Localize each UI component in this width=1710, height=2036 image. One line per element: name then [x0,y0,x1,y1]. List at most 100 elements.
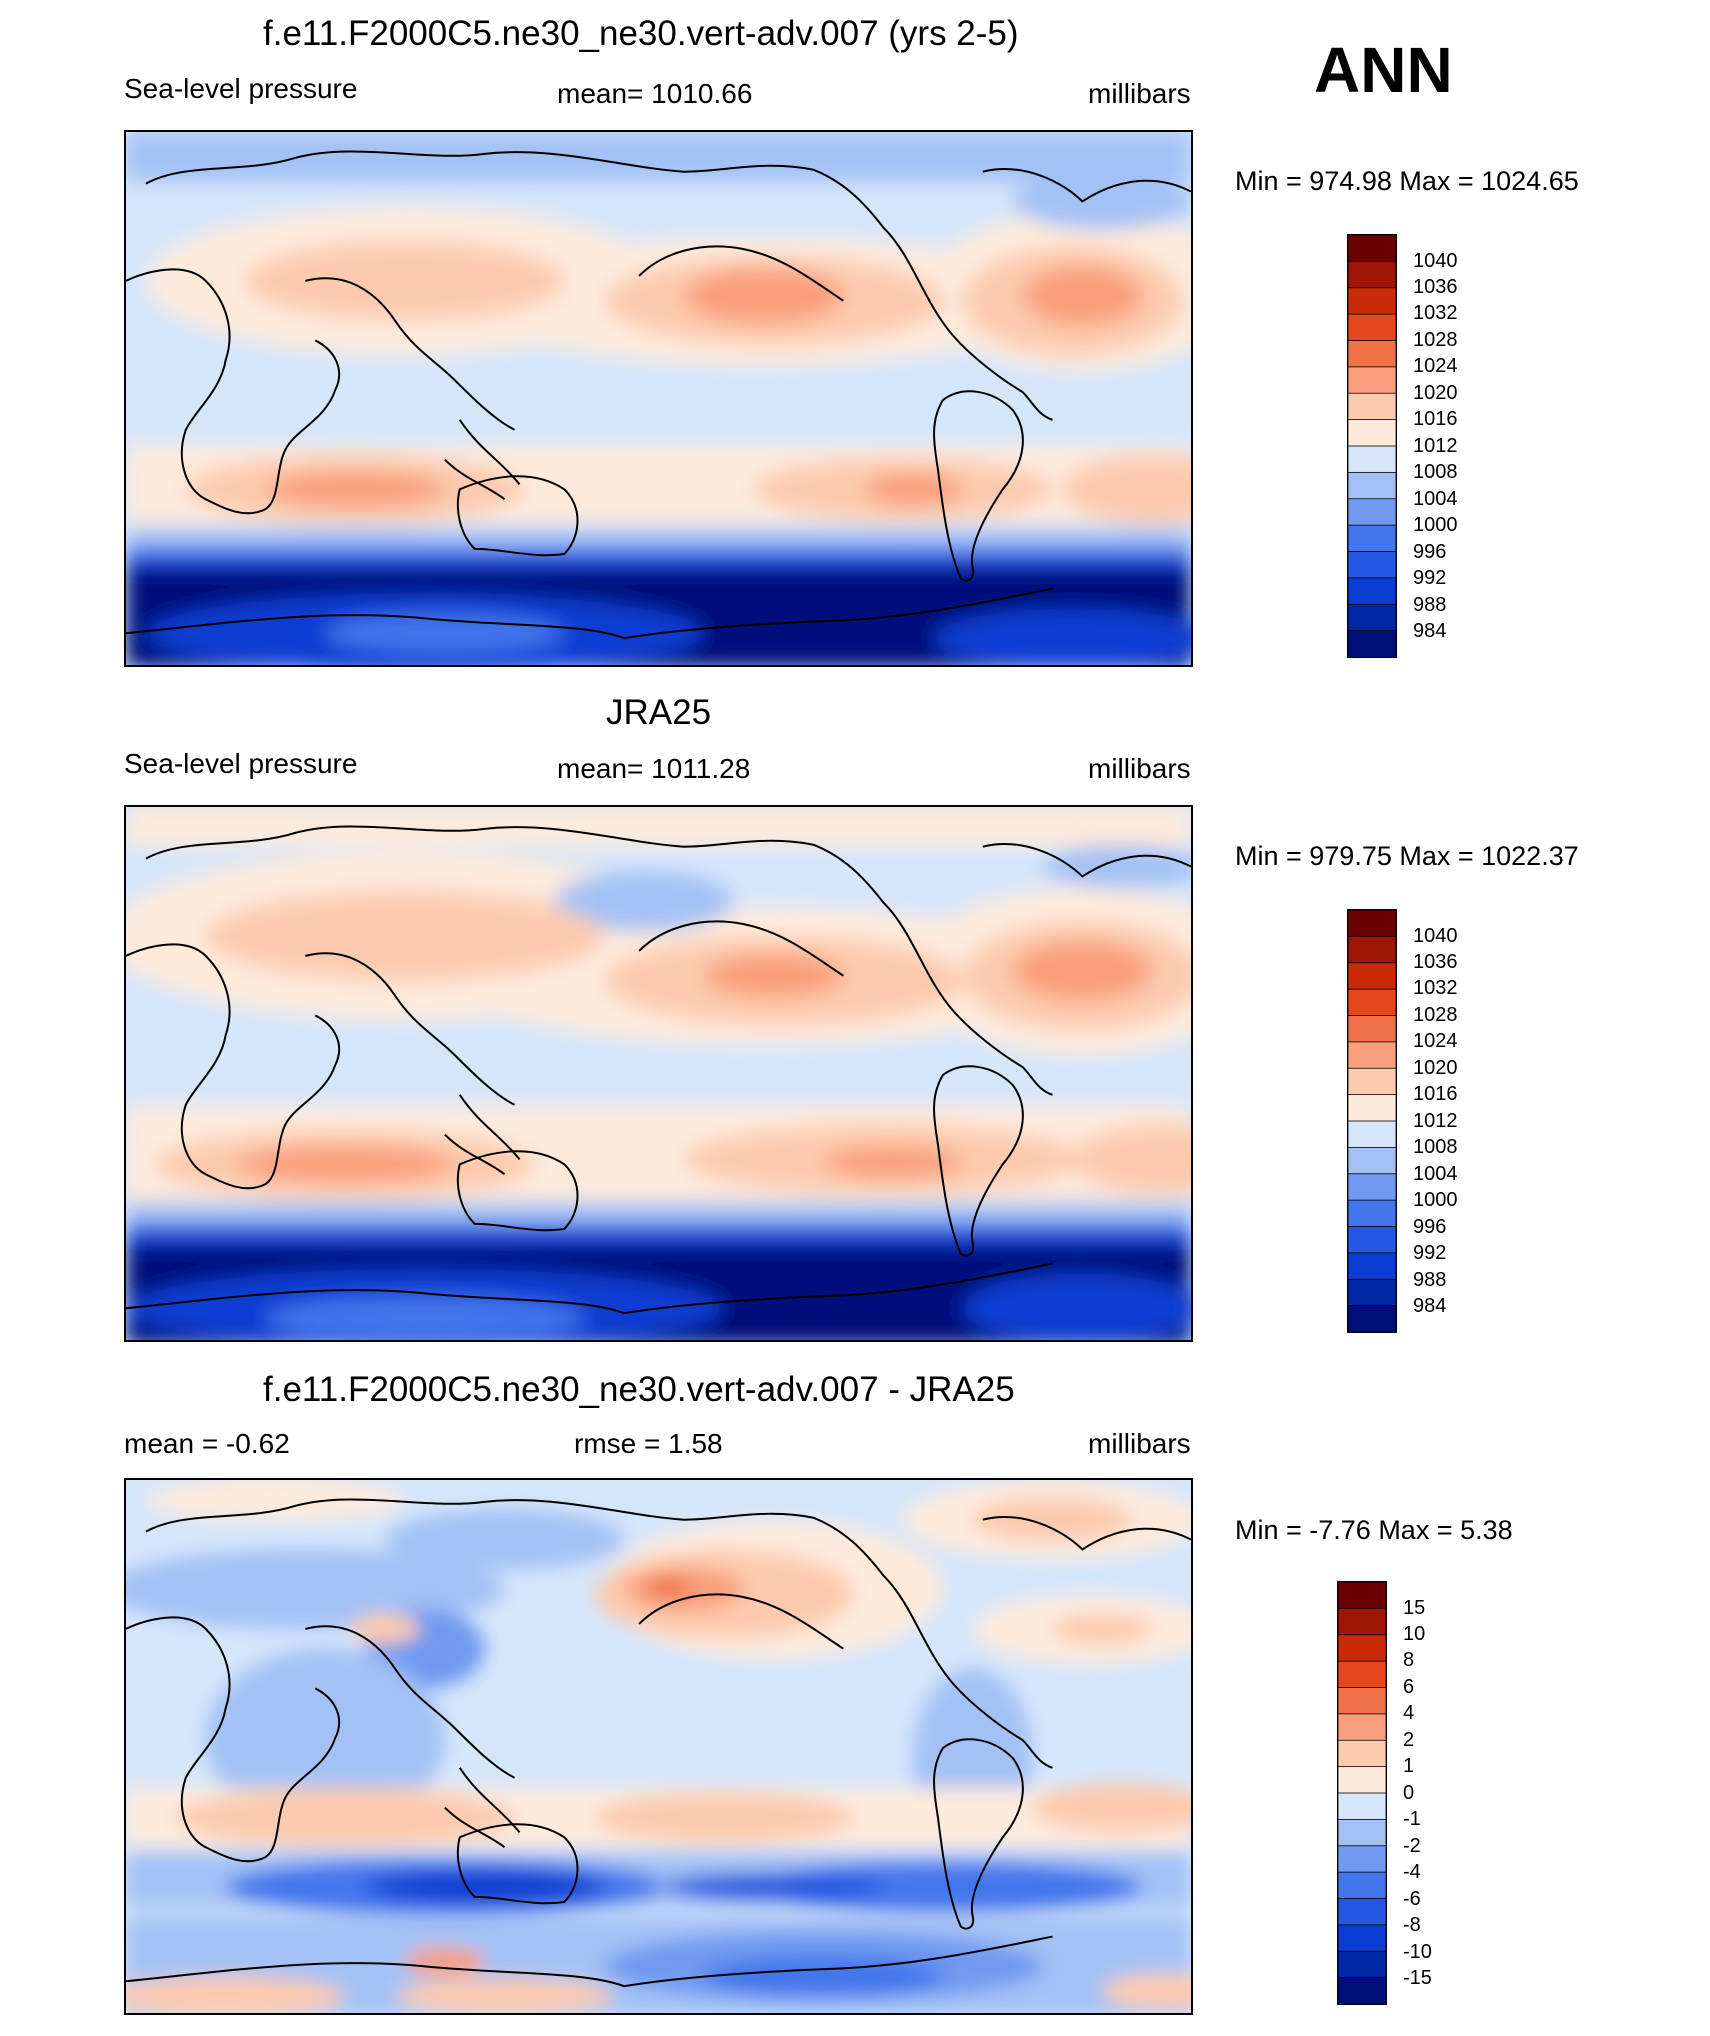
colorbar-label: 6 [1403,1676,1415,1698]
colorbar-swatch [1338,1898,1386,1926]
colorbar-label: -1 [1403,1808,1421,1830]
colorbar-label: 1024 [1413,355,1458,377]
colorbar-label: 1028 [1413,1004,1458,1026]
panel3-rmse: rmse = 1.58 [574,1428,723,1459]
colorbar-label: 1032 [1413,302,1458,324]
colorbar-swatch [1348,1041,1396,1070]
panel3-minmax: Min = -7.76 Max = 5.38 [1235,1515,1513,1545]
colorbar-label: 1040 [1413,250,1458,272]
colorbar-swatch [1338,1871,1386,1900]
colorbar-label: 1008 [1413,1136,1458,1158]
colorbar-swatch [1348,1015,1396,1043]
colorbar-swatch [1348,1094,1396,1122]
panel1-mean: mean= 1010.66 [557,78,753,109]
panel1-colorbar [1347,234,1397,658]
panel2-colorbar [1347,909,1397,1333]
colorbar-label: 1020 [1413,382,1458,404]
colorbar-swatch [1338,1766,1386,1794]
colorbar-swatch [1348,1173,1396,1202]
colorbar-label: -15 [1403,1967,1432,1989]
colorbar-swatch [1338,1607,1386,1636]
colorbar-swatch [1338,1582,1386,1610]
colorbar-swatch [1338,1950,1386,1979]
colorbar-label: 1000 [1413,1189,1458,1211]
colorbar-label: 992 [1413,1242,1447,1264]
colorbar-swatch [1338,1818,1386,1847]
panel3-map [124,1478,1193,2015]
colorbar-swatch [1338,1634,1386,1663]
colorbar-swatch [1348,1278,1396,1307]
colorbar-swatch [1348,445,1396,474]
colorbar-label: -4 [1403,1861,1421,1883]
colorbar-swatch [1348,392,1396,421]
colorbar-swatch [1348,287,1396,316]
colorbar-label: 1036 [1413,276,1458,298]
colorbar-swatch [1348,235,1396,263]
colorbar-label: -6 [1403,1888,1421,1910]
panel3-contour-field [126,1480,1191,2013]
colorbar-label: 988 [1413,1269,1447,1291]
panel1-map [124,130,1193,667]
panel1-minmax: Min = 974.98 Max = 1024.65 [1235,166,1579,196]
colorbar-label: 15 [1403,1597,1426,1619]
colorbar-label: 10 [1403,1623,1426,1645]
panel1-units: millibars [1088,78,1191,109]
colorbar-swatch [1348,1305,1396,1332]
colorbar-label: 1040 [1413,925,1458,947]
panel2-units: millibars [1088,753,1191,784]
colorbar-label: 1036 [1413,951,1458,973]
panel1-variable: Sea-level pressure [124,73,358,104]
colorbar-swatch [1348,603,1396,632]
colorbar-swatch [1348,577,1396,606]
colorbar-swatch [1348,1199,1396,1228]
colorbar-label: 988 [1413,594,1447,616]
panel2-variable: Sea-level pressure [124,748,358,779]
panel3-units: millibars [1088,1428,1191,1459]
panel3-mean: mean = -0.62 [124,1428,290,1459]
panel2-title: JRA25 [606,693,712,732]
colorbar-swatch [1348,366,1396,395]
colorbar-swatch [1348,630,1396,657]
colorbar-swatch [1338,1660,1386,1689]
colorbar-swatch [1348,260,1396,289]
panel2-minmax: Min = 979.75 Max = 1022.37 [1235,841,1579,871]
colorbar-swatch [1348,340,1396,368]
colorbar-label: 1004 [1413,488,1458,510]
colorbar-label: 984 [1413,620,1447,642]
colorbar-swatch [1348,1120,1396,1149]
colorbar-swatch [1338,1924,1386,1953]
colorbar-label: 996 [1413,541,1447,563]
colorbar-label: 1012 [1413,435,1458,457]
colorbar-label: 1004 [1413,1163,1458,1185]
panel1-colorbar-swatches [1348,235,1396,657]
colorbar-label: 1028 [1413,329,1458,351]
colorbar-label: 1016 [1413,1083,1458,1105]
panel3-title: f.e11.F2000C5.ne30_ne30.vert-adv.007 - J… [263,1370,1015,1409]
colorbar-label: 8 [1403,1649,1415,1671]
colorbar-label: 1024 [1413,1030,1458,1052]
colorbar-label: 1008 [1413,461,1458,483]
colorbar-swatch [1348,1146,1396,1175]
panel2-colorbar-swatches [1348,910,1396,1332]
season-label: ANN [1314,34,1453,106]
colorbar-label: 996 [1413,1216,1447,1238]
colorbar-label: 1000 [1413,514,1458,536]
colorbar-label: 4 [1403,1702,1415,1724]
colorbar-swatch [1348,962,1396,991]
colorbar-label: 1 [1403,1755,1415,1777]
colorbar-swatch [1338,1977,1386,2004]
colorbar-swatch [1348,313,1396,342]
colorbar-label: 1016 [1413,408,1458,430]
panel1-contour-field [126,132,1191,665]
colorbar-label: 1012 [1413,1110,1458,1132]
colorbar-label: 0 [1403,1782,1415,1804]
panel2-map [124,805,1193,1342]
colorbar-swatch [1348,910,1396,938]
colorbar-swatch [1338,1739,1386,1768]
colorbar-swatch [1348,1226,1396,1254]
colorbar-swatch [1338,1792,1386,1821]
colorbar-swatch [1348,524,1396,553]
colorbar-swatch [1338,1845,1386,1874]
colorbar-swatch [1348,419,1396,447]
colorbar-swatch [1348,1067,1396,1096]
